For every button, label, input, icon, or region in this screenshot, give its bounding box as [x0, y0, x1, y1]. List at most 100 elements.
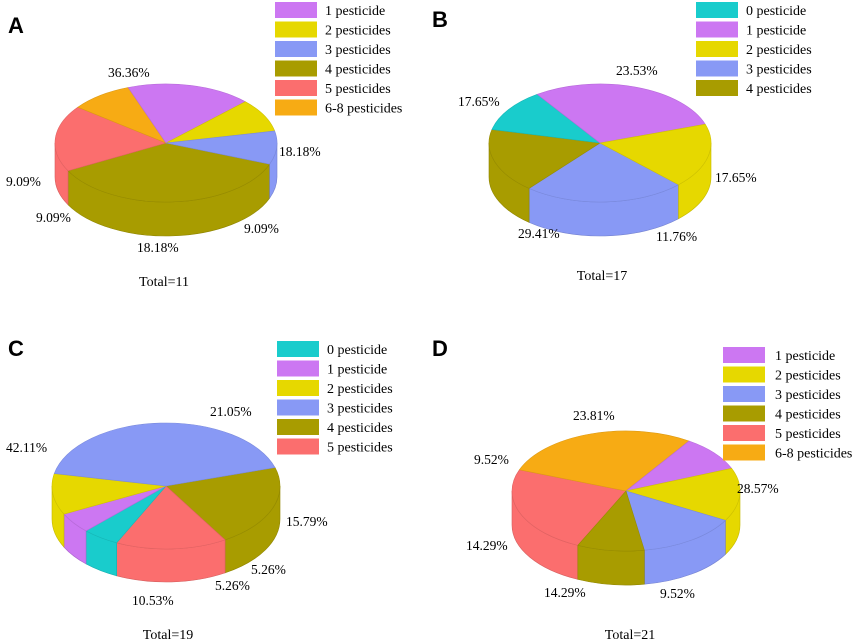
legend: 1 pesticide 2 pesticides 3 pesticides 4 pes…: [723, 347, 852, 462]
pie-slice: [518, 430, 690, 492]
legend-swatch: [275, 2, 317, 18]
panel-letter: C: [8, 336, 24, 361]
legend-label: 3 pesticides: [327, 402, 393, 417]
legend-swatch: [275, 21, 317, 38]
pie-slice: [54, 106, 167, 172]
slice-labels: 23.81% 28.57% 9.52% 14.29% 14.29% 9.52%: [466, 408, 779, 601]
legend: 1 pesticide 2 pesticides 3 pesticides 4 pes…: [275, 2, 402, 117]
legend-label: 5 pesticides: [327, 441, 393, 456]
slice-label: 5.26%: [215, 578, 250, 593]
legend-label: 4 pesticides: [746, 82, 812, 97]
slice-label: 9.52%: [474, 452, 509, 467]
legend-label: 4 pesticides: [327, 421, 393, 436]
pie-slice-side: [577, 544, 645, 586]
slice-labels: 23.53% 17.65% 11.76% 29.41% 17.65%: [458, 63, 757, 244]
legend-swatch: [277, 438, 319, 455]
legend-label: 3 pesticides: [746, 63, 812, 78]
legend-label: 0 pesticide: [327, 343, 387, 358]
legend-label: 1 pesticide: [775, 349, 835, 364]
total-label: Total=11: [139, 275, 189, 290]
slice-label: 29.41%: [518, 226, 560, 241]
slice-label: 9.52%: [660, 586, 695, 601]
slice-label: 23.53%: [616, 63, 658, 78]
pie-slice: [511, 469, 627, 546]
legend-swatch: [277, 360, 319, 377]
legend: 0 pesticide 1 pesticide 2 pesticides 3 pest…: [277, 341, 393, 456]
legend-label: 1 pesticide: [327, 363, 387, 378]
slice-labels: 21.05% 15.79% 5.26% 5.26% 10.53% 42.11%: [6, 404, 328, 608]
pie-slice: [536, 83, 706, 144]
pie-slice: [491, 93, 602, 144]
total-label: Total=21: [605, 628, 655, 643]
panel-letter: B: [432, 7, 448, 32]
panel-d: D 23.81% 28.57% 9.52% 14.29% 14.29% 9.52…: [432, 336, 852, 643]
panel-a: A 36.36% 18.18% 9.09% 18.18% 9.09% 9.09%…: [6, 2, 402, 290]
pie-slice: [53, 422, 276, 487]
slice-label: 23.81%: [573, 408, 615, 423]
legend-swatch: [723, 347, 765, 363]
legend-label: 5 pesticides: [775, 427, 841, 442]
legend-swatch: [277, 380, 319, 396]
legend-swatch: [275, 41, 317, 57]
slice-label: 36.36%: [108, 65, 150, 80]
pie-slice: [528, 142, 680, 203]
panel-b: B 23.53% 17.65% 11.76% 29.41% 17.65% 0 p…: [432, 2, 812, 284]
pie-chart: [51, 422, 281, 583]
slice-label: 9.09%: [6, 174, 41, 189]
slice-label: 21.05%: [210, 404, 252, 419]
slice-label: 17.65%: [715, 170, 757, 185]
pie-slice: [488, 129, 601, 189]
slice-label: 9.09%: [244, 221, 279, 236]
slice-label: 14.29%: [544, 585, 586, 600]
legend-label: 3 pesticides: [775, 388, 841, 403]
legend-label: 2 pesticides: [746, 43, 812, 58]
legend-label: 4 pesticides: [325, 63, 391, 78]
legend-swatch: [696, 80, 738, 96]
legend-swatch: [696, 2, 738, 18]
pie-slice: [625, 468, 741, 521]
slice-labels: 36.36% 18.18% 9.09% 18.18% 9.09% 9.09%: [6, 65, 321, 255]
legend-label: 1 pesticide: [325, 4, 385, 19]
slice-label: 11.76%: [656, 229, 697, 244]
legend-label: 2 pesticides: [775, 369, 841, 384]
legend-label: 6-8 pesticides: [325, 102, 402, 117]
legend-swatch: [277, 399, 319, 416]
pie-slice: [116, 485, 226, 550]
legend-swatch: [723, 405, 765, 422]
legend-label: 2 pesticides: [327, 382, 393, 397]
pie-slice: [127, 83, 246, 144]
legend-label: 2 pesticides: [325, 24, 391, 39]
legend-swatch: [275, 99, 317, 116]
legend-swatch: [723, 386, 765, 402]
legend-label: 4 pesticides: [775, 408, 841, 423]
slice-label: 14.29%: [466, 538, 508, 553]
legend-swatch: [277, 341, 319, 357]
legend-swatch: [275, 60, 317, 77]
pie-slice: [577, 490, 645, 552]
slice-label: 17.65%: [458, 94, 500, 109]
pie-slice: [599, 123, 712, 186]
pie-slice: [625, 490, 727, 551]
legend-label: 3 pesticides: [325, 43, 391, 58]
pie-slice: [165, 467, 281, 541]
legend-swatch: [275, 80, 317, 96]
slice-label: 42.11%: [6, 440, 47, 455]
legend-label: 1 pesticide: [746, 24, 806, 39]
slice-label: 18.18%: [279, 144, 321, 159]
pie-slice: [67, 142, 271, 203]
legend: 0 pesticide 1 pesticide 2 pesticides 3 pest…: [696, 2, 812, 97]
slice-label: 10.53%: [132, 593, 174, 608]
legend-swatch: [723, 425, 765, 441]
legend-label: 5 pesticides: [325, 82, 391, 97]
total-label: Total=17: [577, 269, 627, 284]
pie-chart: [54, 83, 278, 237]
legend-swatch: [696, 41, 738, 57]
total-label: Total=19: [143, 628, 193, 643]
legend-swatch: [277, 419, 319, 435]
panel-letter: D: [432, 336, 448, 361]
slice-label: 28.57%: [737, 481, 779, 496]
legend-swatch: [696, 21, 738, 38]
legend-swatch: [723, 366, 765, 383]
pie-slice: [51, 473, 167, 515]
